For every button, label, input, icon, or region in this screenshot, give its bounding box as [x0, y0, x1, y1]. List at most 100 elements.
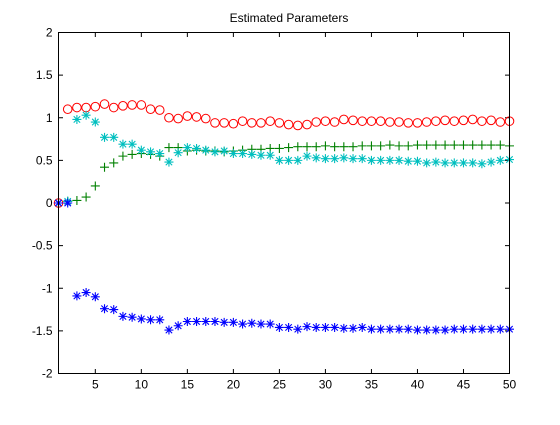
circle-marker: [62, 104, 73, 115]
data-markers: [53, 99, 515, 335]
star-marker: [210, 316, 220, 326]
y-tick-label: -1.5: [32, 324, 53, 338]
y-tick-label: 0: [46, 196, 53, 210]
star-marker: [357, 154, 367, 164]
plus-marker: [302, 142, 312, 152]
plus-marker: [320, 141, 330, 151]
series-4-star-markers: [54, 198, 514, 335]
star-marker: [376, 324, 386, 334]
star-marker: [201, 316, 211, 326]
x-tick-label: 45: [457, 378, 471, 392]
circle-marker: [329, 117, 340, 127]
star-marker: [477, 324, 487, 334]
plus-marker: [109, 158, 119, 168]
star-marker: [495, 324, 505, 334]
star-marker: [265, 319, 275, 329]
plus-marker: [164, 143, 174, 153]
star-marker: [339, 323, 349, 333]
circle-marker: [302, 119, 312, 130]
y-tick-label: -0.5: [32, 239, 53, 253]
star-marker: [210, 147, 220, 157]
star-marker: [468, 324, 478, 334]
plus-marker: [127, 149, 137, 159]
star-marker: [247, 149, 257, 159]
star-marker: [109, 305, 119, 315]
plot-area-frame: [58, 32, 510, 374]
star-marker: [440, 325, 450, 335]
star-marker: [468, 158, 478, 168]
circle-marker: [412, 118, 423, 128]
star-marker: [173, 148, 183, 158]
y-tick-label: 0.5: [36, 153, 53, 167]
circle-marker: [339, 114, 349, 125]
circle-marker: [293, 120, 303, 131]
circle-marker: [228, 118, 239, 129]
star-marker: [403, 324, 413, 334]
star-marker: [238, 149, 248, 159]
star-marker: [238, 319, 248, 329]
star-marker: [412, 325, 422, 335]
star-marker: [247, 318, 257, 328]
plus-marker: [385, 140, 395, 150]
star-marker: [293, 155, 303, 165]
circle-marker: [118, 101, 128, 111]
circle-marker: [283, 119, 294, 130]
circle-marker: [81, 102, 91, 113]
plus-marker: [330, 142, 340, 152]
y-tick-label: 1.5: [36, 68, 53, 82]
star-marker: [431, 325, 441, 335]
plus-marker: [293, 142, 303, 152]
star-marker: [155, 149, 165, 159]
star-marker: [118, 311, 128, 321]
plus-marker: [357, 141, 367, 151]
x-tick-label: 40: [411, 378, 425, 392]
star-marker: [302, 322, 312, 332]
plus-marker: [90, 181, 100, 191]
plus-marker: [81, 192, 91, 202]
circle-marker: [210, 118, 220, 128]
star-marker: [412, 156, 422, 166]
star-marker: [274, 322, 284, 332]
x-tick-label: 15: [181, 378, 195, 392]
plus-marker: [468, 140, 478, 150]
plus-marker: [412, 140, 422, 150]
circle-marker: [173, 113, 183, 124]
circle-marker: [237, 116, 248, 126]
x-tick-label: 5: [92, 378, 99, 392]
plus-marker: [100, 162, 110, 172]
plus-marker: [440, 140, 450, 150]
plus-marker: [348, 142, 358, 152]
circle-marker: [154, 105, 165, 115]
star-marker: [256, 150, 266, 160]
star-marker: [422, 158, 432, 168]
star-marker: [127, 312, 137, 322]
star-marker: [182, 143, 192, 153]
star-marker: [284, 155, 294, 165]
star-marker: [228, 317, 238, 327]
star-marker: [320, 322, 330, 332]
star-marker: [284, 322, 294, 332]
circle-marker: [467, 114, 478, 125]
plus-marker: [394, 141, 404, 151]
star-marker: [146, 315, 156, 325]
plus-marker: [339, 142, 349, 152]
circle-marker: [108, 102, 119, 113]
plus-marker: [376, 141, 386, 151]
y-tick-label: -1: [42, 281, 53, 295]
star-marker: [385, 324, 395, 334]
circle-marker: [145, 104, 156, 115]
star-marker: [366, 155, 376, 165]
circle-marker: [375, 116, 386, 126]
x-tick-label: 50: [503, 378, 517, 392]
star-marker: [63, 198, 73, 208]
circle-marker: [320, 116, 331, 126]
plus-marker: [366, 141, 376, 151]
circle-marker: [421, 117, 432, 127]
x-tick-label: 35: [365, 378, 379, 392]
star-marker: [458, 324, 468, 334]
star-marker: [431, 157, 441, 167]
circle-marker: [265, 116, 275, 126]
star-marker: [192, 143, 202, 153]
star-marker: [486, 324, 496, 334]
